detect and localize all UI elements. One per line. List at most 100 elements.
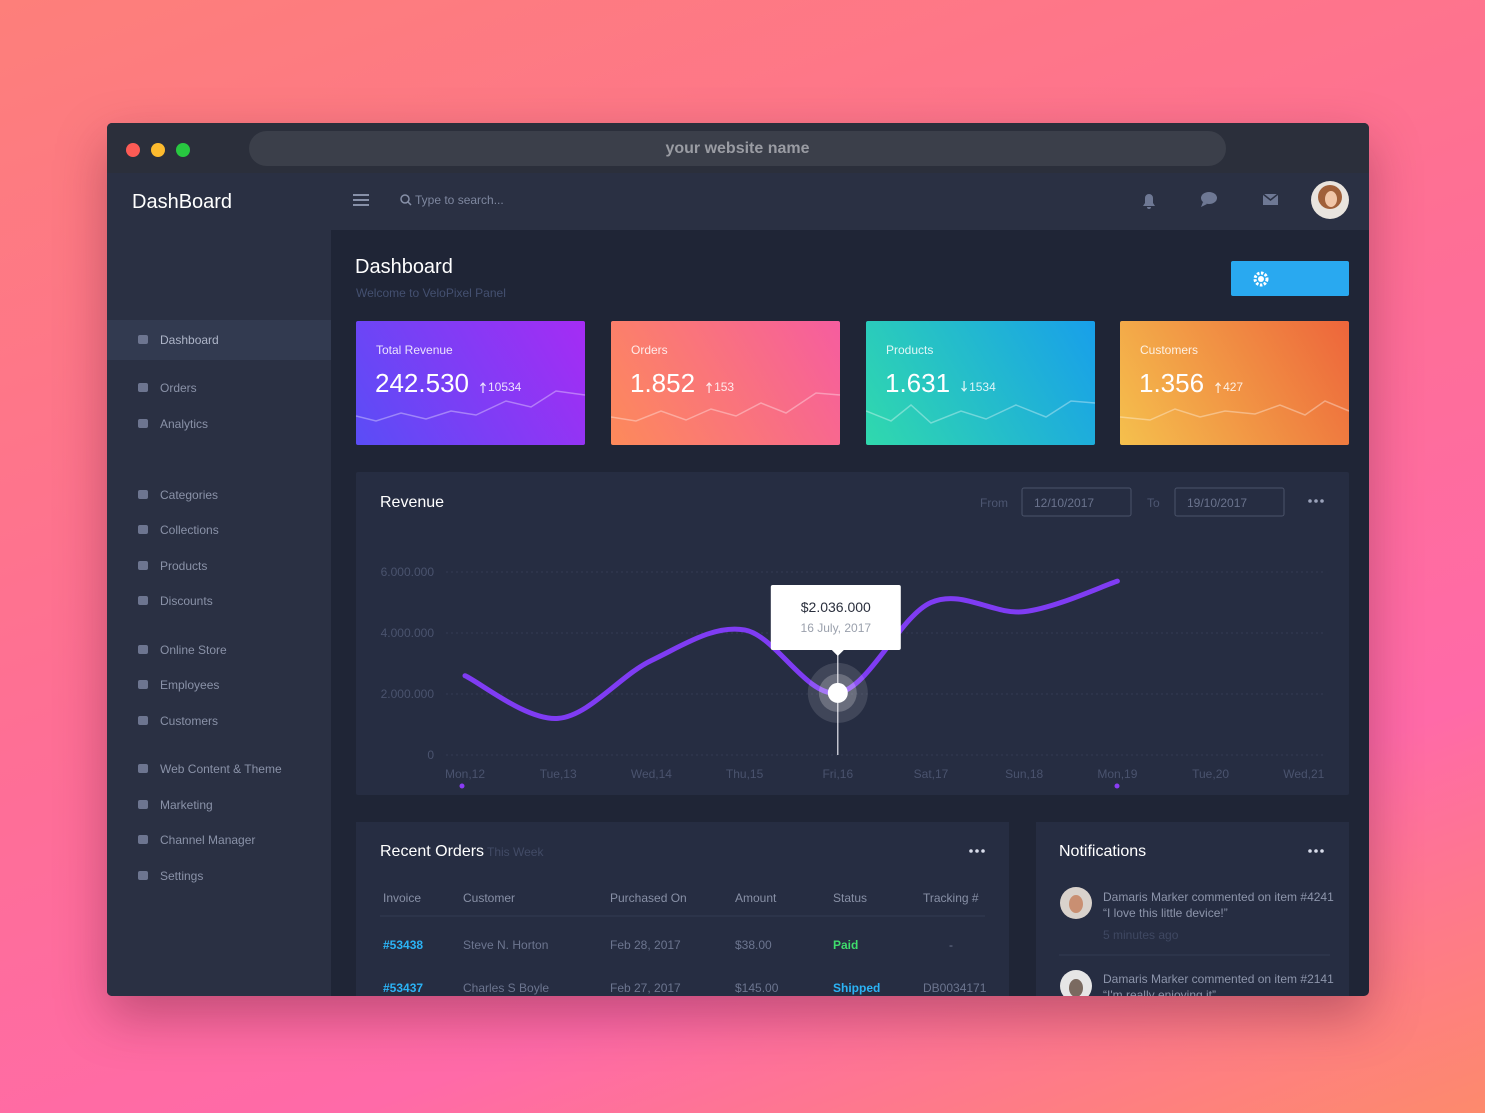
notification-text: Damaris Marker commented on item #4241: [1103, 889, 1334, 904]
close-button[interactable]: [126, 143, 140, 157]
chart-title: Revenue: [380, 494, 444, 511]
notification-quote: “I'm really enjoying it”: [1103, 987, 1216, 996]
stat-value: 1.356: [1139, 368, 1205, 399]
sparkline-path: [356, 390, 585, 422]
menu-icon: [138, 335, 148, 344]
mail-icon[interactable]: [1262, 193, 1279, 205]
hamburger[interactable]: [353, 194, 369, 206]
menu-item[interactable]: Dashboard: [160, 332, 219, 347]
stat-card[interactable]: [611, 321, 840, 445]
order-tracking: DB0034171: [923, 980, 987, 995]
trend-arrow: [480, 382, 486, 393]
stat-card[interactable]: [866, 321, 1095, 445]
menu-item[interactable]: Employees: [160, 677, 220, 692]
tooltip-date: 16 July, 2017: [801, 621, 872, 635]
order-invoice[interactable]: #53438: [383, 937, 424, 952]
order-amount: $38.00: [735, 937, 772, 952]
menu-icon: [138, 871, 148, 880]
order-date: Feb 28, 2017: [610, 937, 681, 952]
chat-icon[interactable]: [1201, 192, 1217, 207]
avatar-face: [1325, 191, 1337, 207]
settings-button-bg[interactable]: [1231, 261, 1349, 296]
stat-change: 153: [714, 379, 735, 394]
to-input[interactable]: [1174, 487, 1285, 517]
sidebar: [107, 173, 331, 996]
notification-quote: “I love this little device!”: [1103, 905, 1228, 920]
order-invoice[interactable]: #53437: [383, 980, 424, 995]
menu-icon: [138, 716, 148, 725]
window-content: your website name Revenue 0 2.000.000 4.000…: [107, 123, 1369, 996]
x-tick-label: Fri,16: [822, 767, 853, 781]
revenue-from-label: From: [980, 495, 1008, 510]
order-status: Shipped: [833, 980, 881, 995]
marker-dot: [1114, 783, 1120, 789]
gear-center: [1258, 276, 1264, 282]
bell-icon[interactable]: [1143, 194, 1155, 209]
notifications-menu[interactable]: [1308, 849, 1324, 853]
highlight-point: [827, 682, 848, 703]
x-tick-label: Sat,17: [914, 767, 949, 781]
sparkline: [611, 392, 840, 422]
sparkline-path: [611, 392, 840, 422]
menu-item[interactable]: Customers: [160, 713, 219, 728]
sparkline: [356, 390, 585, 422]
revenue-from[interactable]: 12/10/2017: [1034, 495, 1095, 510]
sparkline-path: [866, 400, 1095, 424]
tooltip-box: [770, 585, 901, 650]
stat-change: 427: [1223, 379, 1244, 394]
y-tick-label: 4.000.000: [381, 626, 435, 640]
search-placeholder[interactable]: Type to search...: [415, 192, 504, 207]
stat-label: Orders: [631, 342, 668, 357]
from-input[interactable]: [1021, 487, 1132, 517]
menu-icon: [138, 525, 148, 534]
menu-icon: [138, 764, 148, 773]
revenue-to[interactable]: 19/10/2017: [1187, 495, 1248, 510]
x-tick-label: Mon,19: [1097, 767, 1137, 781]
maximize-button[interactable]: [176, 143, 190, 157]
menu-item[interactable]: Channel Manager: [160, 832, 256, 847]
orders-menu[interactable]: [969, 849, 985, 853]
sparkline: [1120, 400, 1349, 421]
notification-text: Damaris Marker commented on item #2141: [1103, 971, 1334, 986]
stat-label: Total Revenue: [376, 342, 453, 357]
menu-item[interactable]: Settings: [160, 868, 204, 883]
x-tick-label: Tue,13: [540, 767, 577, 781]
column-header: Tracking #: [923, 890, 979, 905]
y-tick-label: 6.000.000: [381, 565, 435, 579]
menu-item[interactable]: Orders: [160, 380, 197, 395]
stat-card[interactable]: [356, 321, 585, 445]
menu-item[interactable]: Categories: [160, 487, 219, 502]
trend-arrow: [961, 381, 968, 392]
notification-time: 5 minutes ago: [1103, 927, 1179, 942]
avatar-face: [1069, 895, 1083, 913]
order-customer: Charles S Boyle: [463, 980, 550, 995]
brand: DashBoard: [132, 191, 233, 213]
trend-arrow: [1215, 382, 1222, 393]
menu-icon: [138, 490, 148, 499]
menu-item[interactable]: Marketing: [160, 797, 213, 812]
menu-item[interactable]: Analytics: [160, 416, 209, 431]
menu-item[interactable]: Web Content & Theme: [160, 761, 282, 776]
minimize-button[interactable]: [151, 143, 165, 157]
y-tick-label: 0: [427, 748, 434, 762]
x-tick-label: Wed,14: [631, 767, 672, 781]
url-bar[interactable]: your website name: [249, 131, 1226, 166]
revenue-menu[interactable]: [1308, 499, 1324, 503]
revenue-to-label: To: [1147, 495, 1160, 510]
search-icon: [400, 194, 412, 206]
menu-item[interactable]: Collections: [160, 522, 219, 537]
menu-icon: [138, 419, 148, 428]
menu-item[interactable]: Discounts: [160, 593, 213, 608]
page-subtitle: Welcome to VeloPixel Panel: [356, 285, 506, 300]
x-tick-label: Sun,18: [1005, 767, 1043, 781]
stat-card[interactable]: [1120, 321, 1349, 445]
gear-icon: [1253, 271, 1269, 287]
orders-panel: [356, 822, 1009, 996]
menu-item[interactable]: Online Store: [160, 642, 227, 657]
tooltip-value: $2.036.000: [801, 599, 871, 615]
menu-item[interactable]: Products: [160, 558, 208, 573]
revenue-chart: Revenue 0 2.000.000 4.000.000 6.000.000 Mon,1…: [380, 494, 1325, 781]
notifications-title: Notifications: [1059, 843, 1147, 861]
menu-icon: [138, 835, 148, 844]
